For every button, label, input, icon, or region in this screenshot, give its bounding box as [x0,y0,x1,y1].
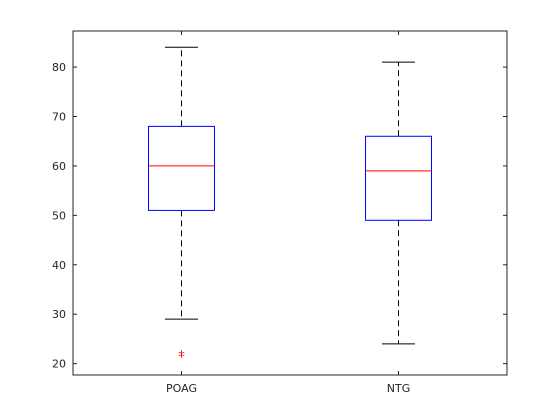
axes-frame [72,30,508,376]
ntg-box [365,135,432,221]
y-tick-label: 50 [52,209,66,222]
y-tick-label: 70 [52,111,66,124]
poag-outlier: + [178,351,186,361]
y-tick-label: 40 [52,259,66,272]
y-tick-label: 60 [52,160,66,173]
y-tick-label: 80 [52,61,66,74]
y-tick-label: 30 [52,308,66,321]
x-tick-label: POAG [166,382,197,395]
plot-area [73,31,507,375]
y-tick-label: 20 [52,358,66,371]
poag-outlier: + [178,349,186,359]
poag-box [148,125,215,211]
x-tick-label: NTG [387,382,410,395]
